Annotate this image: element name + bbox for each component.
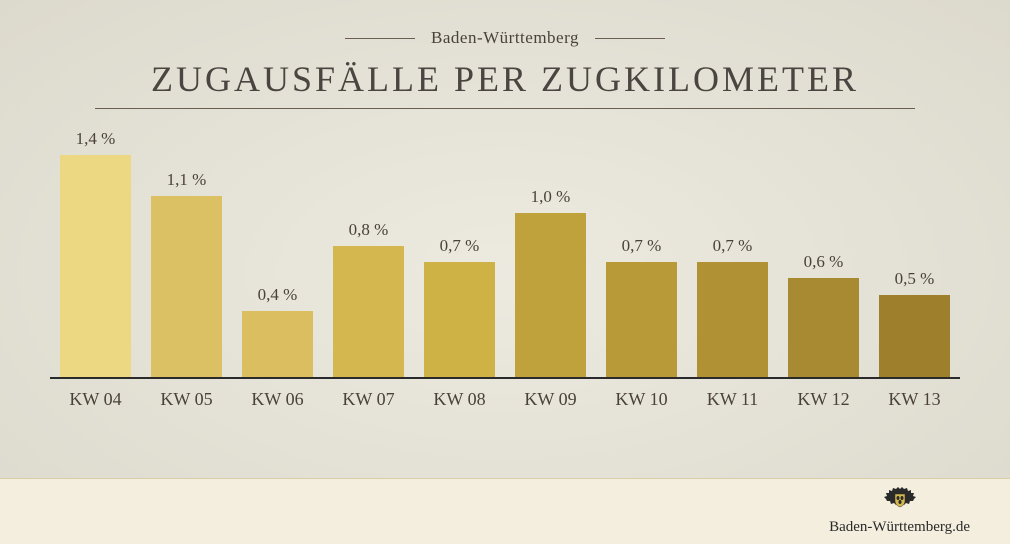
bar (697, 262, 768, 377)
bar-column: 0,4 % (242, 129, 313, 377)
bar-column: 0,5 % (879, 129, 950, 377)
footer-brand: Baden-Württemberg.de (829, 487, 970, 536)
bar-column: 0,7 % (606, 129, 677, 377)
bar-category-label: KW 13 (879, 389, 950, 410)
bar (515, 213, 586, 377)
bar-value-label: 0,7 % (440, 236, 480, 256)
bar (333, 246, 404, 377)
bar-value-label: 0,7 % (713, 236, 753, 256)
bar-column: 0,7 % (424, 129, 495, 377)
subtitle-line-left (345, 38, 415, 39)
bar-column: 0,6 % (788, 129, 859, 377)
bar (879, 295, 950, 377)
subtitle: Baden-Württemberg (431, 28, 579, 48)
bar-value-label: 0,5 % (895, 269, 935, 289)
footer-brand-text: Baden-Württemberg.de (829, 519, 970, 536)
subtitle-row: Baden-Württemberg (50, 28, 960, 48)
bar-category-label: KW 05 (151, 389, 222, 410)
bar-value-label: 1,1 % (167, 170, 207, 190)
bar-category-label: KW 04 (60, 389, 131, 410)
bar-category-label: KW 07 (333, 389, 404, 410)
bar-value-label: 0,8 % (349, 220, 389, 240)
title-block: Baden-Württemberg ZUGAUSFÄLLE PER ZUGKIL… (50, 28, 960, 109)
page-title: ZUGAUSFÄLLE PER ZUGKILOMETER (50, 54, 960, 108)
bar-value-label: 0,7 % (622, 236, 662, 256)
crest-icon (883, 487, 917, 517)
bar-category-label: KW 12 (788, 389, 859, 410)
labels-row: KW 04 KW 05 KW 06 KW 07 KW 08 KW 09 KW 10 KW 11… (50, 379, 960, 410)
bar-value-label: 1,0 % (531, 187, 571, 207)
bar-chart: 1,4 % 1,1 % 0,4 % 0,8 % 0,7 % 1,0 % 0,7 % 0,7 %… (50, 129, 960, 449)
bar (151, 196, 222, 377)
bar-column: 1,4 % (60, 129, 131, 377)
bar (424, 262, 495, 377)
title-underline (95, 108, 915, 109)
bar-category-label: KW 11 (697, 389, 768, 410)
bar-column: 1,1 % (151, 129, 222, 377)
bar-category-label: KW 06 (242, 389, 313, 410)
bar-value-label: 0,4 % (258, 285, 298, 305)
bar-category-label: KW 09 (515, 389, 586, 410)
bar (606, 262, 677, 377)
bar-category-label: KW 08 (424, 389, 495, 410)
bar-value-label: 1,4 % (76, 129, 116, 149)
footer: Baden-Württemberg.de (0, 478, 1010, 544)
bar-column: 1,0 % (515, 129, 586, 377)
bar (242, 311, 313, 377)
bar (60, 155, 131, 377)
bars-row: 1,4 % 1,1 % 0,4 % 0,8 % 0,7 % 1,0 % 0,7 % 0,7 %… (50, 129, 960, 379)
bar-category-label: KW 10 (606, 389, 677, 410)
bar-column: 0,8 % (333, 129, 404, 377)
bar-value-label: 0,6 % (804, 252, 844, 272)
bar-column: 0,7 % (697, 129, 768, 377)
chart-panel: Baden-Württemberg ZUGAUSFÄLLE PER ZUGKIL… (0, 0, 1010, 478)
bar (788, 278, 859, 377)
subtitle-line-right (595, 38, 665, 39)
